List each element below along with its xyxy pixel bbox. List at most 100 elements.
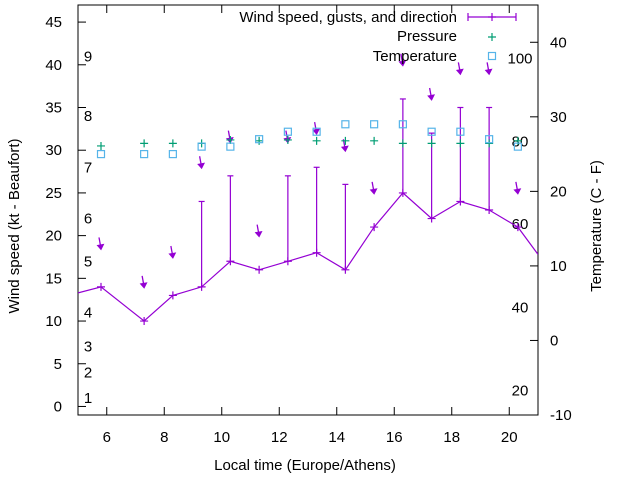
beaufort-label: 6	[84, 211, 92, 228]
pressure-point	[283, 135, 292, 144]
temperature-point	[427, 127, 436, 136]
pressure-point	[341, 136, 350, 145]
fahrenheit-label: 40	[512, 300, 529, 317]
x-tick-label: 6	[103, 429, 111, 446]
x-tick-label: 18	[443, 429, 460, 446]
direction-arrow-head	[139, 282, 148, 289]
legend-label-wind: Wind speed, gusts, and direction	[239, 9, 457, 26]
pressure-point	[168, 139, 177, 148]
direction-arrow-head	[455, 68, 464, 76]
wind-speed-point	[255, 265, 264, 274]
pressure-point	[140, 139, 149, 148]
y-right-tick-label: 30	[550, 109, 567, 126]
pressure-point	[456, 139, 465, 148]
plot-frame-group: 6 8 10 12 14 16 18 20051015202530354045-1001020…	[45, 4, 572, 446]
y-left-tick-label: 15	[45, 270, 62, 287]
x-axis-label: Local time (Europe/Athens)	[214, 457, 396, 474]
legend-sample-temperature	[487, 51, 497, 61]
y-left-tick-label: 30	[45, 142, 62, 159]
direction-arrow-head	[427, 94, 436, 101]
beaufort-label: 9	[84, 48, 92, 65]
wind-speed-line	[78, 192, 538, 322]
temperature-point	[255, 135, 264, 144]
legend-label-temperature: Temperature	[373, 48, 457, 65]
direction-arrow-head	[96, 243, 105, 251]
wind-speed-point	[513, 223, 522, 232]
fahrenheit-label: 60	[512, 216, 529, 233]
pressure-point	[370, 136, 379, 145]
y-left-tick-label: 20	[45, 228, 62, 245]
wind-speed-point	[168, 291, 177, 300]
y-right-tick-label: 0	[550, 332, 558, 349]
y-left-tick-label: 35	[45, 100, 62, 117]
y-axis-left-label: Wind speed (kt - Beaufort)	[6, 138, 23, 313]
pressure-point	[312, 136, 321, 145]
y-right-tick-label: 20	[550, 183, 567, 200]
y-right-tick-label: 10	[550, 258, 567, 275]
temperature-point	[283, 127, 292, 136]
legend-sample-pressure	[488, 33, 496, 41]
x-tick-label: 10	[213, 429, 230, 446]
fahrenheit-label: 20	[512, 382, 529, 399]
temperature-point	[513, 142, 522, 151]
beaufort-label: 2	[84, 364, 92, 381]
y-axis-right-label: Temperature (C - F)	[588, 160, 605, 292]
beaufort-label: 5	[84, 253, 92, 270]
temperature-point	[485, 135, 494, 144]
y-right-tick-label: 40	[550, 34, 567, 51]
y-left-tick-label: 0	[54, 398, 62, 415]
fahrenheit-label: 100	[507, 51, 532, 68]
beaufort-label: 7	[84, 159, 92, 176]
temperature-point	[370, 120, 379, 129]
legend-sample-wind-marks	[467, 13, 517, 21]
direction-arrow-head	[340, 145, 349, 153]
x-tick-label: 16	[386, 429, 403, 446]
temperature-point	[312, 127, 321, 136]
beaufort-label: 1	[84, 390, 92, 407]
y-left-tick-label: 45	[45, 14, 62, 31]
temperature-point	[456, 127, 465, 136]
direction-arrow-head	[398, 60, 407, 67]
direction-arrow-head	[484, 68, 493, 76]
direction-arrow-head	[513, 188, 522, 195]
data-group	[78, 53, 538, 326]
x-tick-label: 20	[501, 429, 518, 446]
fahrenheit-label: 80	[512, 133, 529, 150]
direction-arrow-head	[369, 188, 378, 195]
y-left-tick-label: 10	[45, 313, 62, 330]
beaufort-label: 8	[84, 108, 92, 125]
direction-arrow-head	[168, 252, 177, 259]
pressure-point	[485, 139, 494, 148]
temperature-point	[168, 149, 177, 159]
x-tick-label: 14	[328, 429, 345, 446]
pressure-point	[427, 139, 436, 148]
wind-speed-point	[140, 317, 149, 326]
x-tick-label: 8	[160, 429, 168, 446]
direction-arrow-head	[197, 162, 206, 170]
wind-speed-point	[370, 223, 379, 232]
beaufort-label: 3	[84, 339, 92, 356]
y-left-tick-label: 25	[45, 185, 62, 202]
temperature-point	[197, 142, 206, 151]
pressure-point	[398, 139, 407, 148]
temperature-point	[96, 149, 106, 159]
temperature-point	[140, 149, 149, 159]
legend-label-pressure: Pressure	[397, 28, 457, 45]
x-tick-label: 12	[271, 429, 288, 446]
beaufort-label: 4	[84, 305, 92, 322]
temperature-point	[398, 120, 407, 129]
y-right-tick-label: -10	[550, 407, 572, 424]
legend: Wind speed, gusts, and direction Pressur…	[239, 9, 517, 65]
temperature-point	[341, 120, 350, 129]
plot-border	[77, 4, 539, 416]
direction-arrow-head	[254, 230, 263, 238]
direction-arrow-head	[312, 128, 321, 136]
label-group: Local time (Europe/Athens) Wind speed (k…	[6, 138, 605, 474]
y-left-tick-label: 5	[54, 356, 62, 373]
y-left-tick-label: 40	[45, 57, 62, 74]
pressure-point	[255, 136, 264, 145]
temperature-point	[226, 142, 235, 151]
wind-speed-point	[97, 282, 105, 291]
pressure-point	[97, 141, 105, 150]
